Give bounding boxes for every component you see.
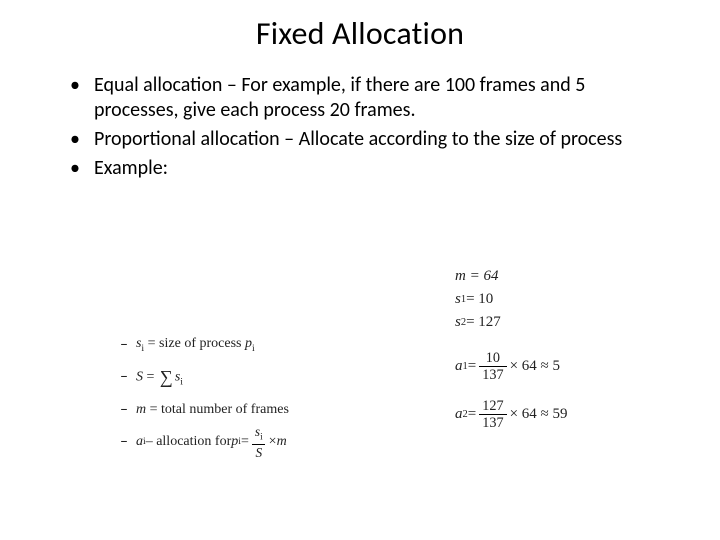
eq: = <box>241 429 249 456</box>
sub-i: i <box>252 343 255 354</box>
dash-icon: – <box>120 330 128 360</box>
text: m = 64 <box>455 268 498 285</box>
den: S <box>252 444 265 459</box>
var-a: a <box>455 406 463 423</box>
times: × <box>269 429 277 456</box>
bullet-list: Equal allocation – For example, if there… <box>0 63 720 181</box>
def-m: – m = total number of frames <box>120 395 289 425</box>
def-ai: – ai – allocation for pi = si S × m <box>120 425 289 459</box>
num: 10 <box>483 351 503 366</box>
bullet-item: Equal allocation – For example, if there… <box>70 73 670 123</box>
den: 137 <box>479 414 506 430</box>
eq: = <box>143 370 158 385</box>
var-p: p <box>245 336 252 351</box>
text: – allocation for <box>146 429 232 456</box>
example-block: m = 64 s1 = 10 s2 = 127 a1 = 10 137 × 64… <box>455 268 568 436</box>
text: = 10 <box>466 291 493 308</box>
fraction: si S <box>252 425 266 459</box>
sub-i: i <box>180 377 183 388</box>
fraction: 127 137 <box>479 399 506 431</box>
text: = 127 <box>466 314 501 331</box>
slide: Fixed Allocation Equal allocation – For … <box>0 0 720 540</box>
var-a: a <box>455 358 463 375</box>
definitions-block: – si = size of process pi – S = ∑si – m … <box>120 330 289 460</box>
ex-s1: s1 = 10 <box>455 291 568 308</box>
var-S: S <box>136 370 143 385</box>
ex-s2: s2 = 127 <box>455 314 568 331</box>
var-m: m <box>136 402 146 417</box>
sigma-icon: ∑ <box>160 360 173 395</box>
slide-title: Fixed Allocation <box>0 0 720 63</box>
dash-icon: – <box>120 395 128 425</box>
var-p: p <box>231 429 238 456</box>
ex-a1: a1 = 10 137 × 64 ≈ 5 <box>455 351 568 383</box>
var-a: a <box>136 429 143 456</box>
ex-a2: a2 = 127 137 × 64 ≈ 59 <box>455 399 568 431</box>
eq: = <box>468 358 476 375</box>
bullet-item: Example: <box>70 156 670 181</box>
fraction: 10 137 <box>479 351 506 383</box>
var-m: m <box>277 429 287 456</box>
sub-i: i <box>260 433 263 443</box>
den: 137 <box>479 366 506 382</box>
def-si: – si = size of process pi <box>120 330 289 360</box>
num: 127 <box>479 399 506 414</box>
dash-icon: – <box>120 427 128 457</box>
dash-icon: – <box>120 362 128 392</box>
text: = size of process <box>144 336 245 351</box>
ex-m: m = 64 <box>455 268 568 285</box>
text: × 64 ≈ 5 <box>510 358 560 375</box>
text: × 64 ≈ 59 <box>510 406 568 423</box>
bullet-item: Proportional allocation – Allocate accor… <box>70 127 670 152</box>
eq: = <box>468 406 476 423</box>
text: = total number of frames <box>146 402 289 417</box>
def-S: – S = ∑si <box>120 360 289 395</box>
